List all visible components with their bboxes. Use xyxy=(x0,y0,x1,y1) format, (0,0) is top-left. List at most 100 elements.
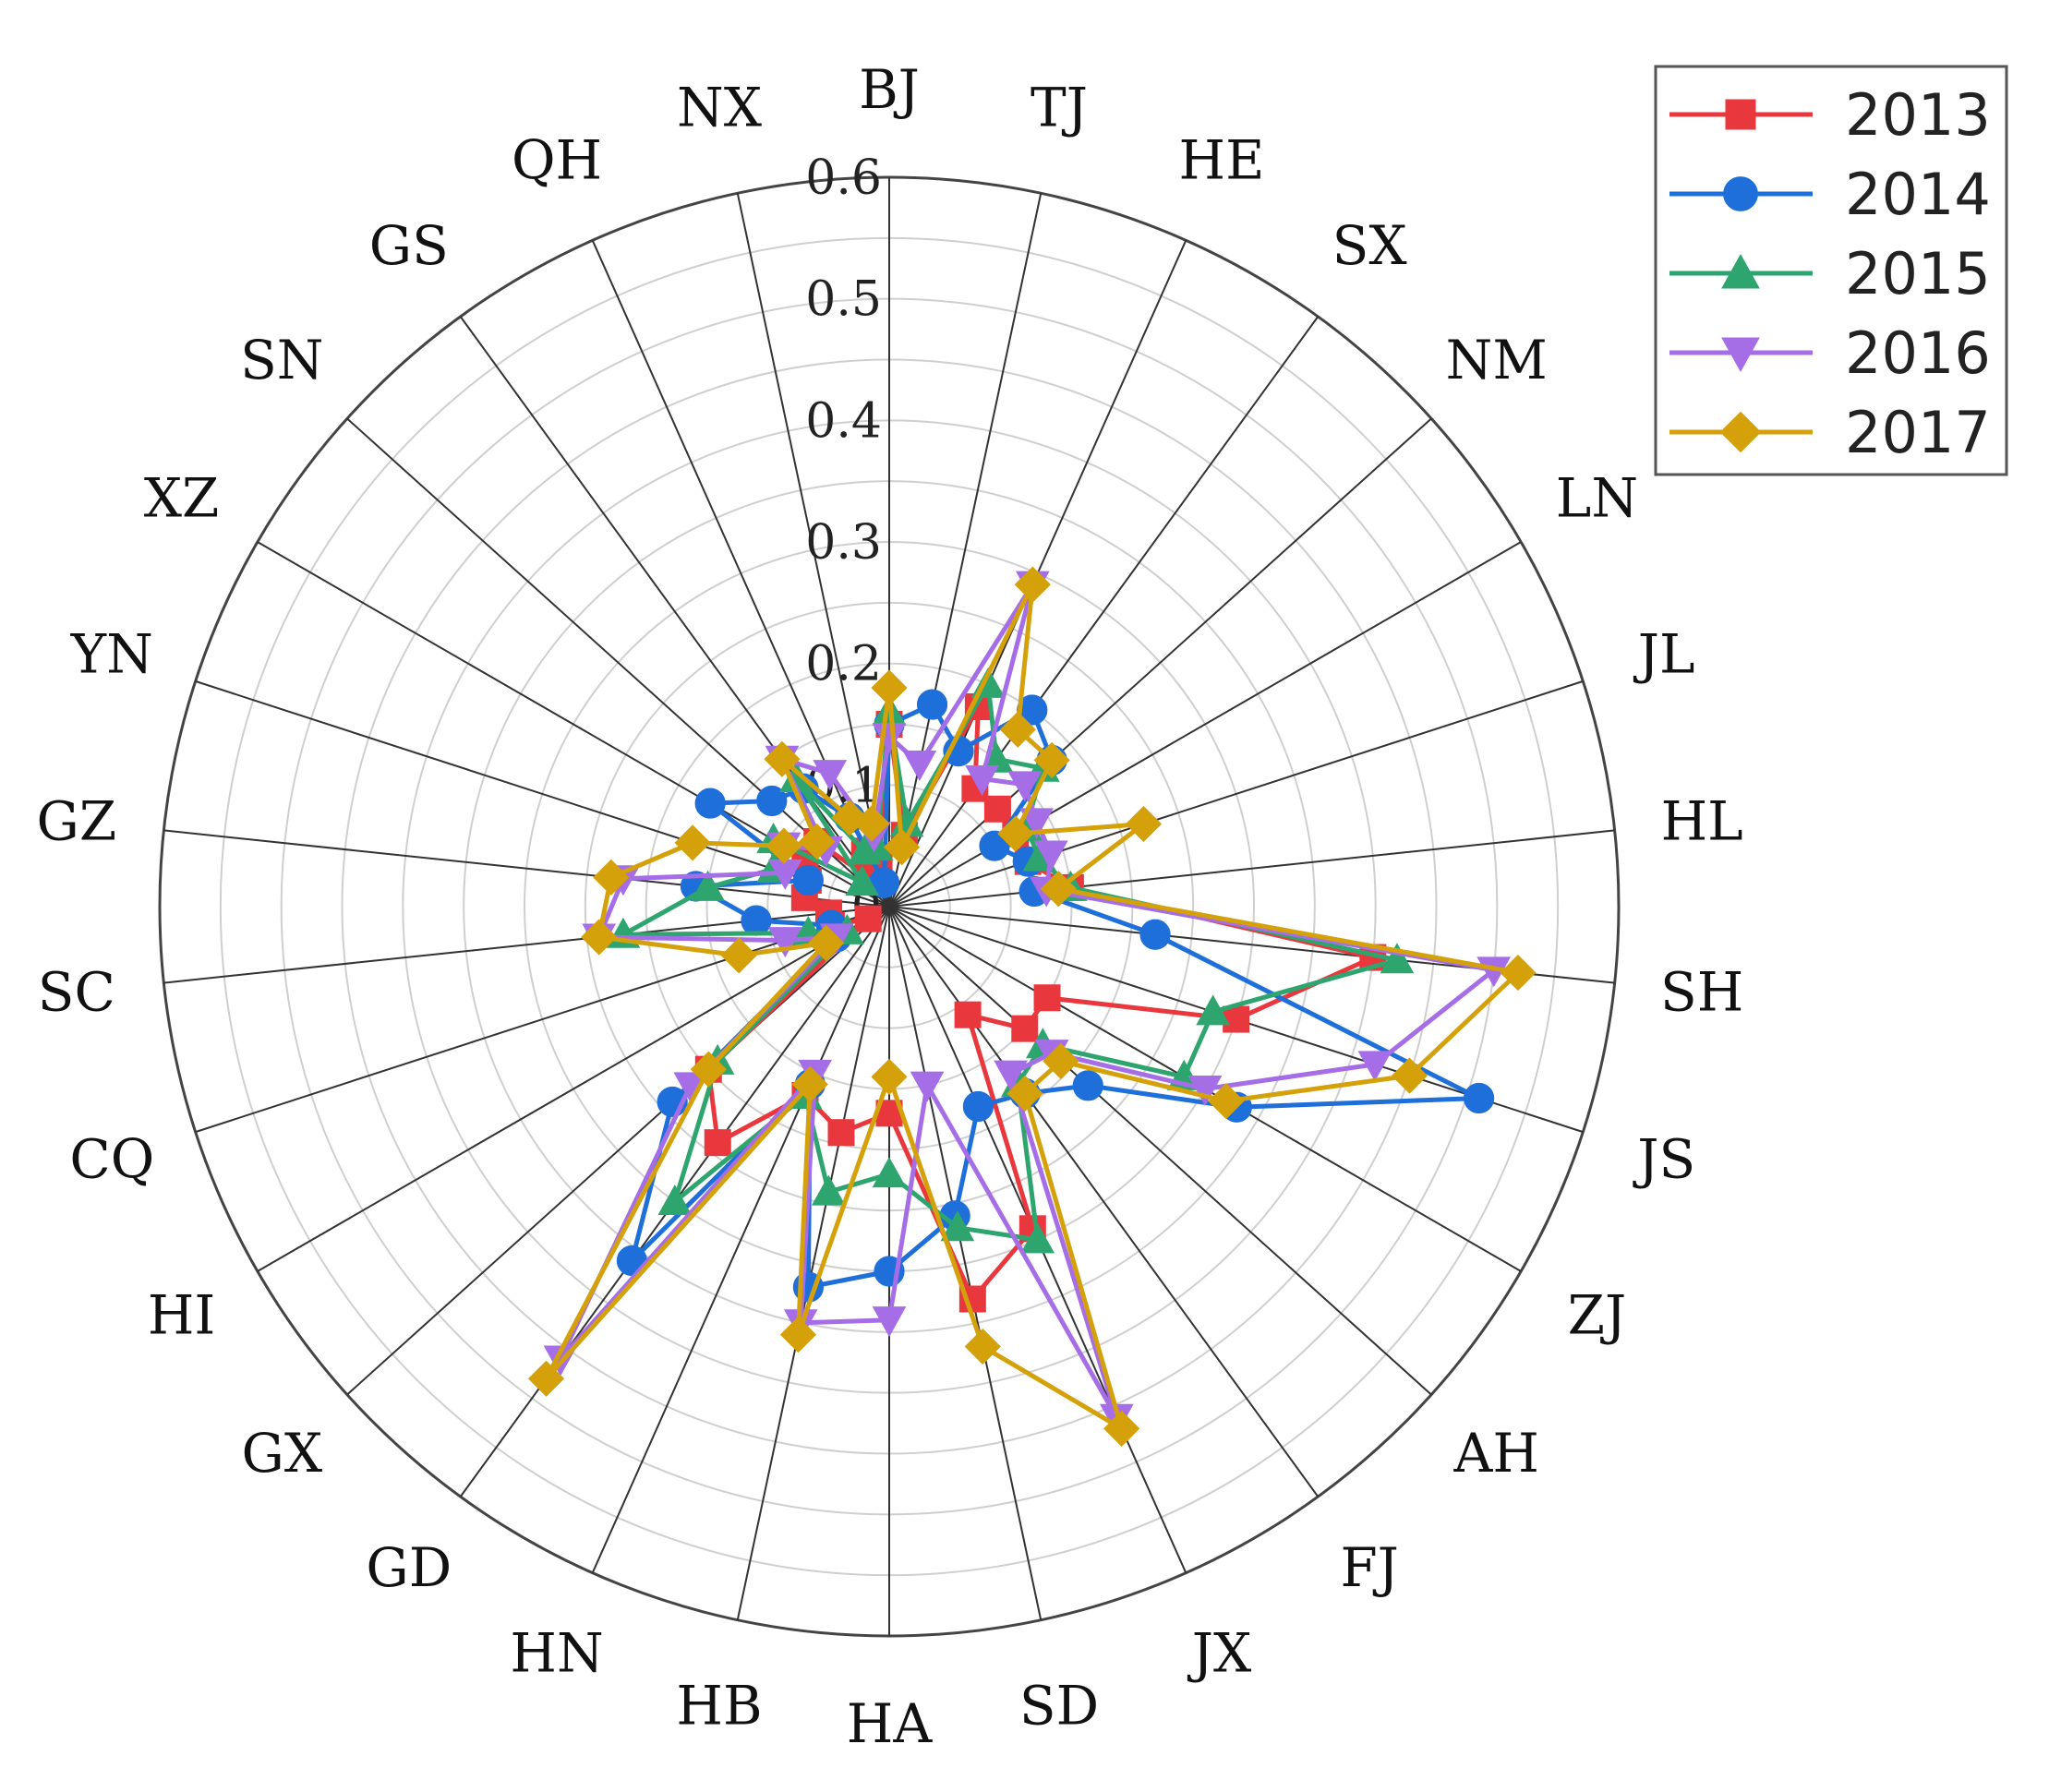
data-point xyxy=(1725,99,1756,130)
data-point xyxy=(764,740,801,777)
spoke xyxy=(736,906,890,1620)
data-point xyxy=(1223,1005,1250,1033)
data-point xyxy=(657,1185,693,1216)
data-point xyxy=(767,927,802,958)
radial-tick-label: 0.5 xyxy=(805,272,882,328)
spoke xyxy=(888,316,1320,908)
spoke xyxy=(888,906,1043,1620)
category-label: HI xyxy=(148,1284,216,1347)
category-label: LN xyxy=(1556,467,1638,530)
data-point xyxy=(1721,337,1760,373)
data-point xyxy=(1357,1051,1392,1082)
data-point xyxy=(916,689,948,720)
radar-spokes xyxy=(163,177,1615,1636)
category-label: NM xyxy=(1446,329,1548,391)
legend-label: 2016 xyxy=(1845,319,1991,387)
category-label: SH xyxy=(1660,961,1743,1024)
spoke xyxy=(346,417,890,908)
data-point xyxy=(1020,1222,1055,1254)
data-point xyxy=(694,788,726,819)
category-labels: BJ TJ HE SX NM LN JL HL SH JS ZJ AH FJ JX SD HA HB HN GD GX… xyxy=(37,58,1744,1755)
data-point xyxy=(1033,741,1070,779)
data-point xyxy=(1208,1083,1245,1120)
data-point xyxy=(1040,871,1077,908)
category-label: CQ xyxy=(69,1127,154,1190)
data-point xyxy=(902,750,937,781)
data-point xyxy=(807,924,845,962)
legend-box xyxy=(1654,65,2008,476)
spoke xyxy=(257,906,890,1272)
category-label: HB xyxy=(676,1675,762,1738)
data-point xyxy=(1103,1410,1140,1447)
radial-tick-label: 0.4 xyxy=(805,393,882,449)
category-label: JS xyxy=(1633,1127,1695,1190)
spoke xyxy=(195,906,890,1134)
category-label: JX xyxy=(1187,1621,1252,1684)
legend-label: 2014 xyxy=(1845,161,1991,228)
legend-label: 2015 xyxy=(1845,240,1991,307)
data-point xyxy=(1019,808,1054,839)
data-point xyxy=(1721,253,1760,289)
category-label: ZJ xyxy=(1568,1284,1627,1347)
data-point xyxy=(1125,805,1163,843)
data-point xyxy=(1723,176,1758,211)
data-point xyxy=(813,760,848,791)
data-point xyxy=(954,1001,982,1028)
legend: 2013 2014 2015 2016 2017 xyxy=(1654,65,2008,476)
category-label: XZ xyxy=(144,467,220,530)
data-point xyxy=(1139,919,1171,950)
data-point xyxy=(845,865,879,896)
spoke xyxy=(888,829,1615,908)
data-point xyxy=(872,1306,907,1338)
spoke xyxy=(591,906,890,1574)
data-point xyxy=(1187,1076,1223,1107)
radial-tick-label: 0.6 xyxy=(805,150,882,206)
spoke xyxy=(346,906,890,1396)
category-label: BJ xyxy=(859,58,920,121)
data-point xyxy=(720,937,757,974)
data-point xyxy=(792,864,824,896)
data-point xyxy=(1043,1042,1079,1080)
data-point xyxy=(871,669,908,706)
spoke xyxy=(591,239,890,908)
category-label: GS xyxy=(369,214,449,277)
data-point xyxy=(884,828,921,866)
data-point xyxy=(704,1129,731,1157)
data-point xyxy=(1017,694,1048,726)
category-label: AH xyxy=(1452,1422,1538,1485)
data-point xyxy=(779,1317,817,1353)
category-label: GX xyxy=(242,1422,323,1485)
data-point xyxy=(1464,1082,1495,1114)
radial-tick-label: 0.3 xyxy=(805,515,882,571)
spoke xyxy=(888,417,1432,908)
category-label: QH xyxy=(512,129,602,192)
data-point xyxy=(964,1328,1001,1365)
data-point xyxy=(1014,566,1051,603)
category-label: YN xyxy=(70,623,153,686)
category-label: JL xyxy=(1633,623,1695,686)
data-point xyxy=(1380,943,1415,974)
data-point xyxy=(690,1051,727,1088)
data-point xyxy=(1007,771,1043,802)
data-point xyxy=(756,785,788,817)
data-point xyxy=(910,1071,945,1102)
category-label: NX xyxy=(677,76,763,138)
legend-label: 2013 xyxy=(1845,81,1991,149)
data-point xyxy=(581,919,618,956)
category-label: SN xyxy=(240,329,323,391)
category-label: HE xyxy=(1179,129,1265,192)
data-point xyxy=(827,1119,855,1147)
category-label: GD xyxy=(366,1536,452,1599)
category-label: GZ xyxy=(37,789,117,852)
data-point xyxy=(811,1174,846,1206)
legend-label: 2017 xyxy=(1845,399,1991,466)
spoke xyxy=(888,193,1043,908)
data-point xyxy=(674,824,711,861)
data-point xyxy=(1033,984,1061,1012)
category-label: HL xyxy=(1661,789,1743,852)
data-point xyxy=(854,905,882,932)
data-point xyxy=(593,859,630,896)
data-point xyxy=(872,1157,907,1188)
data-point xyxy=(997,815,1034,852)
